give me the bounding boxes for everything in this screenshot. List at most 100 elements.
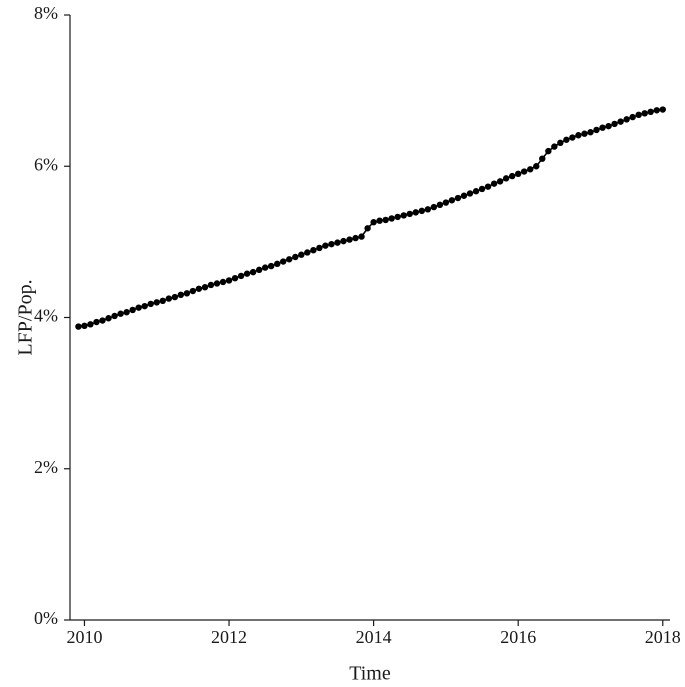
series-marker [539, 155, 545, 161]
series-marker [262, 264, 268, 270]
series-marker [280, 258, 286, 264]
series-marker [220, 279, 226, 285]
series-marker [569, 134, 575, 140]
series-marker [214, 280, 220, 286]
series-marker [419, 208, 425, 214]
series-marker [298, 252, 304, 258]
y-tick-label: 2% [34, 457, 58, 477]
series-marker [304, 249, 310, 255]
y-tick-label: 6% [34, 154, 58, 174]
series-marker [334, 239, 340, 245]
series-marker [268, 263, 274, 269]
series-marker [238, 273, 244, 279]
series-marker [497, 178, 503, 184]
series-marker [605, 123, 611, 129]
series-marker [563, 137, 569, 143]
series-marker [123, 309, 129, 315]
series-marker [310, 247, 316, 253]
series-marker [449, 197, 455, 203]
series-marker [654, 107, 660, 113]
series-marker [431, 204, 437, 210]
series-marker [401, 212, 407, 218]
series-marker [208, 282, 214, 288]
series-marker [467, 190, 473, 196]
series-marker [527, 166, 533, 172]
series-marker [111, 313, 117, 319]
series-marker [437, 202, 443, 208]
series-marker [244, 270, 250, 276]
series-marker [521, 168, 527, 174]
series-marker [515, 171, 521, 177]
series-marker [202, 284, 208, 290]
series-marker [129, 307, 135, 313]
series-marker [105, 315, 111, 321]
series-marker [75, 323, 81, 329]
series-marker [250, 269, 256, 275]
series-marker [587, 129, 593, 135]
series-marker [533, 163, 539, 169]
series-marker [491, 180, 497, 186]
series-marker [316, 245, 322, 251]
y-tick-label: 8% [34, 3, 58, 23]
series-marker [232, 275, 238, 281]
x-tick-label: 2016 [500, 627, 536, 647]
series-marker [443, 199, 449, 205]
series-marker [328, 241, 334, 247]
series-marker [322, 242, 328, 248]
series-marker [87, 321, 93, 327]
series-marker [623, 116, 629, 122]
x-axis-title: Time [349, 663, 391, 685]
series-marker [292, 254, 298, 260]
series-marker [364, 225, 370, 231]
series-marker [617, 118, 623, 124]
series-marker [346, 236, 352, 242]
series-marker [141, 303, 147, 309]
series-marker [575, 132, 581, 138]
series-marker [647, 109, 653, 115]
series-marker [509, 173, 515, 179]
y-tick-label: 0% [34, 608, 58, 628]
series-marker [172, 294, 178, 300]
series-marker [473, 188, 479, 194]
series-marker [407, 211, 413, 217]
series-marker [93, 319, 99, 325]
series-marker [81, 323, 87, 329]
series-marker [479, 186, 485, 192]
series-marker [160, 298, 166, 304]
series-marker [485, 183, 491, 189]
series-line-lfp-pop [78, 110, 662, 327]
series-marker [99, 317, 105, 323]
series-marker [660, 106, 666, 112]
series-marker [154, 299, 160, 305]
x-tick-label: 2012 [211, 627, 247, 647]
series-marker [425, 206, 431, 212]
series-marker [593, 127, 599, 133]
series-marker [148, 301, 154, 307]
y-axis-title: LFP/Pop. [15, 279, 37, 355]
series-marker [611, 121, 617, 127]
series-marker [135, 304, 141, 310]
series-marker [274, 261, 280, 267]
series-marker [370, 219, 376, 225]
y-tick-label: 4% [34, 306, 58, 326]
series-marker [226, 277, 232, 283]
series-marker [184, 290, 190, 296]
series-marker [551, 143, 557, 149]
series-marker [641, 110, 647, 116]
chart-container: 0%2%4%6%8%20102012201420162018TimeLFP/Po… [0, 0, 685, 687]
series-marker [503, 175, 509, 181]
series-marker [190, 288, 196, 294]
series-marker [286, 256, 292, 262]
series-marker [256, 267, 262, 273]
series-marker [358, 233, 364, 239]
x-tick-label: 2010 [66, 627, 102, 647]
series-marker [581, 131, 587, 137]
series-marker [599, 124, 605, 130]
line-chart: 0%2%4%6%8%20102012201420162018TimeLFP/Po… [0, 0, 685, 687]
series-marker [340, 238, 346, 244]
series-marker [166, 295, 172, 301]
series-marker [413, 209, 419, 215]
series-marker [629, 114, 635, 120]
series-marker [455, 195, 461, 201]
series-marker [557, 140, 563, 146]
